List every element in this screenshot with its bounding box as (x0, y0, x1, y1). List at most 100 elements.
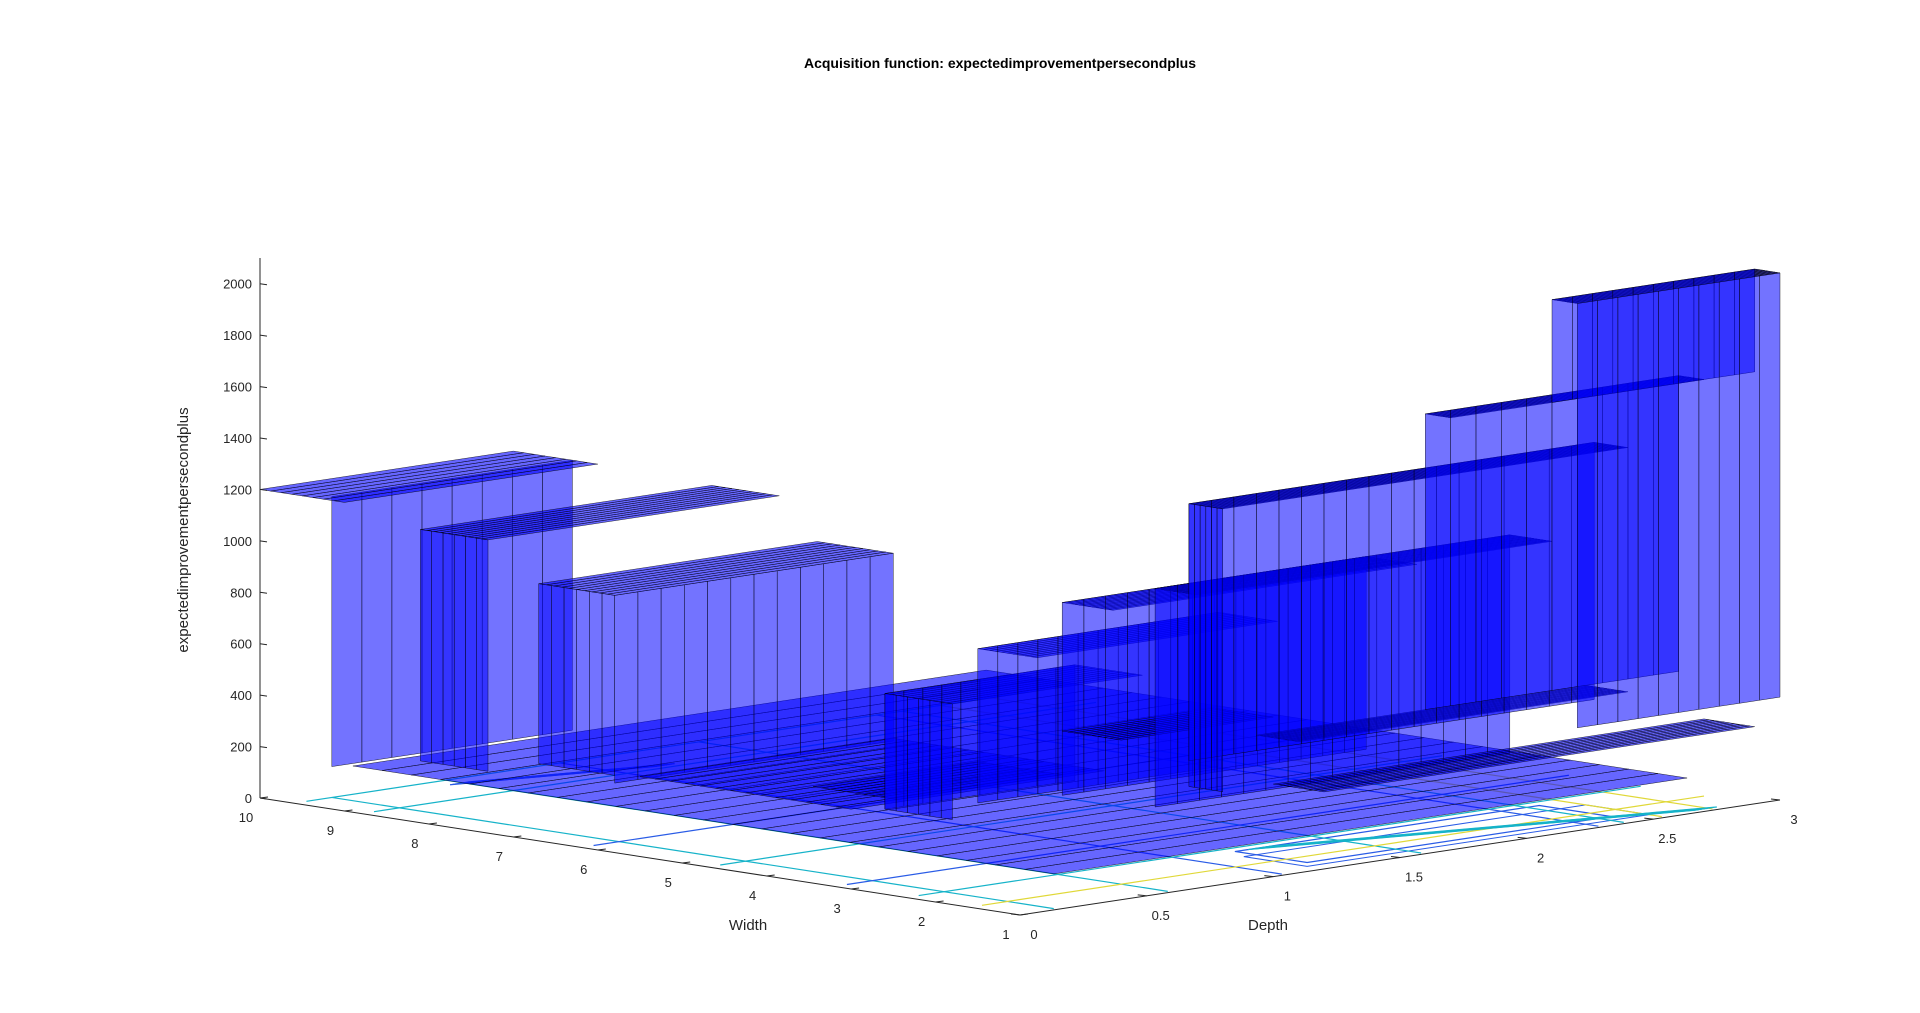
z-tick-mark (259, 437, 268, 440)
x-tick-mark (935, 900, 944, 903)
z-tick-mark (259, 746, 268, 749)
y-tick-mark (1517, 836, 1527, 839)
y-tick-label: 3 (1790, 812, 1797, 827)
z-tick-label: 1200 (223, 482, 252, 497)
surface-wall (1577, 300, 1598, 729)
surface-wall (1678, 284, 1700, 713)
contour-line (981, 795, 1705, 906)
surface-wall (997, 642, 1019, 801)
z-tick-mark (259, 540, 268, 543)
surface-wall (1501, 398, 1527, 699)
surface-wall (1658, 287, 1679, 716)
z-tick-mark (259, 334, 268, 337)
surface-wall (576, 589, 590, 772)
y-tick-mark (1010, 913, 1021, 916)
surface-wall (1194, 504, 1201, 789)
surface-wall (1233, 493, 1257, 755)
z-tick-label: 400 (230, 688, 252, 703)
surface-wall (1637, 291, 1659, 719)
surface-wall (846, 556, 871, 749)
y-tick-mark (1137, 894, 1147, 897)
surface-wall (977, 645, 999, 804)
contour-line (1269, 806, 1717, 847)
surface-wall (1205, 506, 1212, 791)
surface-wall (1127, 589, 1150, 786)
surface-wall (1216, 507, 1223, 792)
surface-wall (707, 577, 732, 770)
x-tick-label: 10 (239, 810, 253, 825)
surface-wall (1154, 584, 1178, 808)
z-tick-label: 0 (245, 791, 252, 806)
y-tick-label: 1 (1284, 889, 1291, 904)
surface-wall (960, 678, 981, 798)
surface-wall (476, 537, 489, 772)
x-tick-mark (1019, 913, 1029, 916)
surface-wall (614, 591, 639, 784)
surface-wall (431, 530, 444, 765)
x-axis-ticks: 1 2 3 4 5 6 7 8 9 10 (239, 796, 1029, 942)
surface-wall (1617, 294, 1639, 722)
surface-wall (563, 587, 577, 770)
surface-wall (637, 588, 662, 780)
z-tick-label: 1400 (223, 431, 252, 446)
surface-wall (1301, 482, 1325, 745)
surface-wall (391, 482, 423, 758)
x-tick-label: 9 (327, 823, 334, 838)
y-tick-label: 1.5 (1405, 870, 1423, 885)
x-tick-label: 6 (580, 862, 587, 877)
y-tick-mark (1264, 875, 1274, 878)
x-tick-mark (513, 835, 522, 838)
surface-wall (753, 570, 778, 763)
y-axis-ticks: 0 0.5 1 1.5 2 2.5 3 (1010, 798, 1798, 942)
z-tick-mark (259, 694, 268, 697)
surface-wall (929, 700, 942, 819)
surface-wall (918, 698, 931, 817)
x-tick-label: 8 (411, 836, 418, 851)
surface-wall (551, 585, 565, 768)
surface-wall (940, 701, 953, 820)
surface-wall (1278, 486, 1302, 748)
contour-line (918, 785, 1641, 897)
y-axis-label: Depth (1248, 917, 1288, 934)
surface-wall (684, 581, 708, 773)
x-tick-label: 1 (1002, 927, 1009, 942)
x-tick-mark (851, 887, 860, 890)
surface-wall (1083, 595, 1106, 793)
surface-wall (1526, 394, 1553, 695)
surface-wall (331, 491, 363, 767)
contour-line (331, 796, 1054, 910)
surface-wall (1037, 636, 1059, 795)
surface-wall (1105, 592, 1128, 790)
y-tick-label: 0 (1030, 927, 1037, 942)
surface-wall (1211, 506, 1218, 792)
surface-wall (1323, 479, 1347, 741)
surface-wall (361, 487, 393, 763)
z-tick-label: 2000 (223, 277, 252, 292)
surface-wall (1425, 409, 1451, 710)
z-tick-mark (259, 386, 268, 389)
surface-wall (465, 536, 477, 770)
x-tick-label: 2 (918, 914, 925, 929)
surface-wall (453, 534, 466, 769)
surface-plot (259, 268, 1781, 875)
x-axis-line (259, 797, 1021, 916)
surface-wall (1199, 505, 1207, 790)
surface-wall (1450, 405, 1477, 707)
surface-wall (1475, 402, 1502, 703)
surface-wall (1718, 278, 1740, 707)
surface-wall (1759, 272, 1781, 701)
y-tick-mark (1644, 817, 1654, 820)
x-tick-label: 4 (749, 888, 756, 903)
surface-wall (538, 583, 552, 766)
surface-wall (589, 591, 603, 774)
y-tick-mark (1770, 798, 1781, 801)
y-tick-label: 2 (1537, 850, 1544, 865)
surface-terrace (1273, 718, 1710, 786)
surface-wall (1188, 503, 1195, 788)
z-tick-mark (259, 283, 268, 286)
surface-wall (420, 529, 432, 763)
z-tick-label: 1600 (223, 380, 252, 395)
x-tick-label: 7 (496, 849, 503, 864)
surface-wall (776, 567, 801, 759)
surface-wall (1346, 476, 1370, 738)
